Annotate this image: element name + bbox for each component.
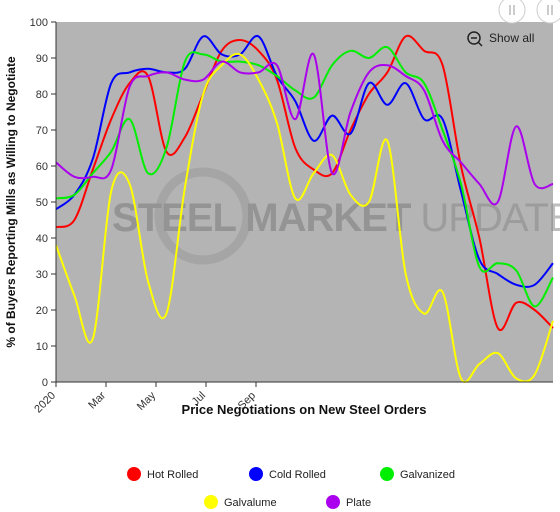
legend-marker bbox=[380, 467, 394, 481]
show-all-label: Show all bbox=[489, 31, 534, 45]
watermark-logo bbox=[154, 167, 252, 265]
chart-title: Price Negotiations on New Steel Orders bbox=[182, 402, 427, 417]
legend-label: Hot Rolled bbox=[147, 469, 198, 481]
y-tick-label: 40 bbox=[36, 233, 48, 245]
range-handle-right[interactable] bbox=[536, 0, 560, 24]
x-tick-label: Mar bbox=[86, 389, 108, 411]
legend-item-hot-rolled[interactable]: Hot Rolled bbox=[127, 467, 198, 481]
show-all-button-bg bbox=[460, 26, 546, 50]
series-layer bbox=[55, 34, 554, 383]
legend-item-plate[interactable]: Plate bbox=[326, 495, 371, 509]
legend-label: Galvalume bbox=[224, 497, 277, 509]
legend-label: Plate bbox=[346, 497, 371, 509]
legend-label: Galvanized bbox=[400, 469, 455, 481]
y-tick-label: 90 bbox=[36, 53, 48, 65]
show-all-button[interactable]: Show all bbox=[460, 26, 546, 50]
legend-item-galvanized[interactable]: Galvanized bbox=[380, 467, 455, 481]
watermark: STEEL MARKET UPDATE bbox=[112, 167, 560, 265]
watermark-text-light: UPDATE bbox=[420, 196, 560, 240]
y-axis-label: % of Buyers Reporting Mills as Willing t… bbox=[4, 56, 18, 348]
legend-label: Cold Rolled bbox=[269, 469, 326, 481]
range-handle-left[interactable] bbox=[498, 0, 526, 24]
y-tick-label: 50 bbox=[36, 197, 48, 209]
y-tick-label: 100 bbox=[30, 17, 48, 29]
y-tick-label: 80 bbox=[36, 89, 48, 101]
legend-marker bbox=[326, 495, 340, 509]
legend-marker bbox=[249, 467, 263, 481]
series-line-hot-rolled[interactable] bbox=[55, 34, 554, 332]
legend-marker bbox=[127, 467, 141, 481]
watermark-text: STEEL MARKET UPDATE bbox=[112, 196, 560, 240]
legend-item-galvalume[interactable]: Galvalume bbox=[204, 495, 277, 509]
y-tick-label: 0 bbox=[42, 377, 48, 389]
y-tick-label: 60 bbox=[36, 161, 48, 173]
series-line-galvalume[interactable] bbox=[55, 52, 554, 383]
zoom-out-icon-handle bbox=[477, 41, 483, 47]
y-axis-ticks: 0 10 20 30 40 50 60 70 80 90 100 bbox=[30, 17, 56, 389]
zoom-out-icon bbox=[467, 31, 481, 45]
y-tick-label: 30 bbox=[36, 269, 48, 281]
range-handle-right-knob bbox=[536, 0, 560, 24]
legend-item-cold-rolled[interactable]: Cold Rolled bbox=[249, 467, 326, 481]
y-tick-label: 20 bbox=[36, 305, 48, 317]
x-tick-label: 2020 bbox=[32, 390, 58, 416]
range-handle-left-knob bbox=[498, 0, 526, 24]
x-tick-label: May bbox=[135, 389, 159, 413]
y-tick-label: 70 bbox=[36, 125, 48, 137]
series-line-galvanized[interactable] bbox=[55, 45, 554, 308]
series-line-plate[interactable] bbox=[55, 52, 554, 206]
legend-marker bbox=[204, 495, 218, 509]
y-tick-label: 10 bbox=[36, 341, 48, 353]
legend: Hot Rolled Cold Rolled Galvanized Galvalume… bbox=[127, 467, 455, 509]
watermark-text-strong: STEEL MARKET bbox=[112, 196, 411, 240]
